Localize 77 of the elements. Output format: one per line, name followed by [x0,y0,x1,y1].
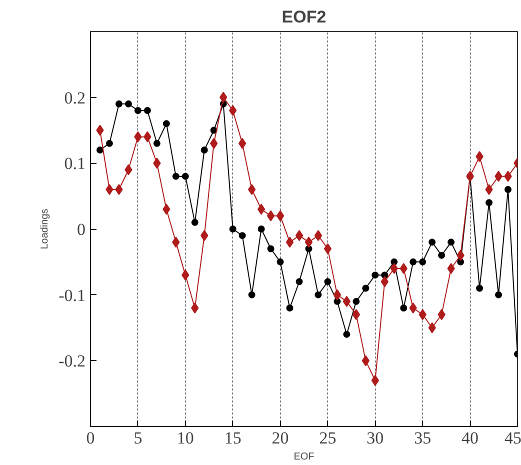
point [400,263,408,274]
point [182,172,189,180]
x-tick-label: 20 [272,428,289,448]
point [238,232,246,240]
point [457,258,464,266]
point [476,284,484,292]
y-axis-title: Loadings [40,208,51,250]
x-tick-label: 30 [366,428,384,448]
chart-title: EOF2 [282,8,326,26]
point [229,105,237,116]
point [162,120,170,128]
y-tick-label: -0.1 [58,286,86,305]
point [448,238,455,246]
point [390,263,398,274]
point [106,140,113,147]
point [115,100,122,108]
point [144,107,151,114]
x-tick-label: 10 [176,428,194,448]
point [333,289,342,300]
point [342,296,351,307]
point [106,184,114,195]
point [352,298,360,305]
point [191,218,198,226]
point [400,304,408,312]
x-tick-label: 15 [224,428,242,448]
point [286,236,294,248]
point [153,140,160,147]
point [486,199,493,206]
point [296,278,303,286]
point [266,210,275,222]
y-tick-label: 0.2 [64,88,86,108]
point [314,291,322,298]
point [324,243,332,254]
point [428,238,436,246]
point [447,263,455,274]
x-tick-label: 25 [319,428,336,448]
x-axis-title: EOF [294,452,314,462]
point [248,184,256,195]
point [409,302,417,314]
point [372,272,379,279]
point [504,186,512,193]
point [229,226,236,232]
point [485,184,493,195]
point [124,100,132,108]
point [276,258,284,266]
point [286,304,294,312]
point [267,245,274,252]
point [438,252,446,259]
point [200,146,208,154]
point [495,291,502,298]
point [352,309,360,320]
x-tick-label: 35 [414,428,432,448]
point [134,107,142,114]
point [258,226,265,232]
point [276,210,284,222]
point [238,138,246,149]
point [295,230,304,242]
point [96,146,104,154]
x-tick-label: 40 [462,428,479,448]
point [343,330,350,338]
x-tick-label: 5 [134,428,142,448]
point [362,284,370,292]
point [410,258,417,266]
point [248,291,256,298]
point [419,258,426,266]
y-tick-label: 0.1 [64,154,86,174]
point [172,172,180,180]
point [362,355,370,366]
point [324,278,332,286]
point [314,230,322,242]
point [304,236,313,248]
point [115,184,123,195]
y-tick-label: -0.2 [58,352,86,371]
x-tick-label: 45 [504,428,521,448]
point [191,302,199,314]
y-tick-label: 0 [77,220,86,239]
point [257,204,266,215]
